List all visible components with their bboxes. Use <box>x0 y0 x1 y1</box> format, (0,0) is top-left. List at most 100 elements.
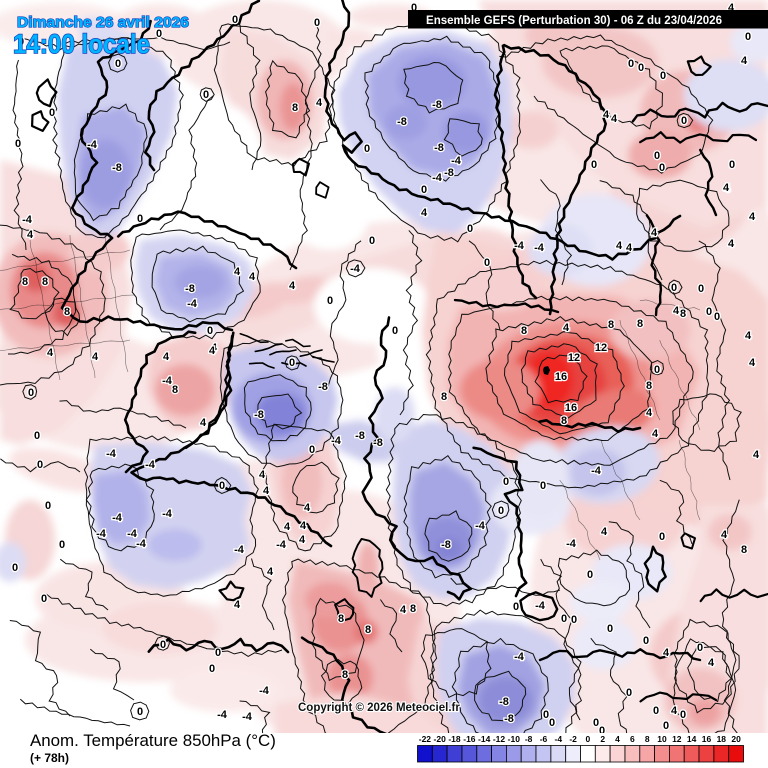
svg-text:(+ 78h): (+ 78h) <box>30 751 69 765</box>
svg-text:4: 4 <box>209 345 216 357</box>
svg-text:0: 0 <box>484 257 490 269</box>
svg-text:8: 8 <box>637 318 643 330</box>
svg-text:0: 0 <box>411 2 417 14</box>
svg-text:0: 0 <box>659 162 665 174</box>
svg-text:8: 8 <box>680 308 686 320</box>
svg-text:0: 0 <box>309 444 315 456</box>
svg-text:8: 8 <box>410 603 416 615</box>
svg-text:4: 4 <box>304 502 311 514</box>
svg-text:0: 0 <box>467 223 473 235</box>
svg-text:10: 10 <box>657 734 667 744</box>
svg-text:4: 4 <box>289 280 296 292</box>
svg-text:-8: -8 <box>434 142 444 154</box>
svg-text:4: 4 <box>651 227 658 239</box>
svg-text:-2: -2 <box>569 734 577 744</box>
svg-text:20: 20 <box>731 734 741 744</box>
svg-text:4: 4 <box>267 566 274 578</box>
svg-text:8: 8 <box>172 384 178 396</box>
svg-text:0: 0 <box>607 623 613 635</box>
svg-text:0: 0 <box>663 720 669 732</box>
svg-text:-4: -4 <box>234 544 245 556</box>
svg-text:-4: -4 <box>432 172 443 184</box>
svg-text:-4: -4 <box>534 242 545 254</box>
svg-text:8: 8 <box>645 734 650 744</box>
svg-text:8: 8 <box>608 319 614 331</box>
svg-text:0: 0 <box>591 159 597 171</box>
svg-text:0: 0 <box>45 500 51 512</box>
svg-text:-4: -4 <box>22 214 33 226</box>
svg-text:0: 0 <box>28 387 34 399</box>
svg-text:-4: -4 <box>555 734 563 744</box>
svg-text:4: 4 <box>652 428 659 440</box>
svg-text:0: 0 <box>156 28 162 40</box>
svg-text:0: 0 <box>698 283 704 295</box>
svg-text:-4: -4 <box>451 155 462 167</box>
svg-text:0: 0 <box>654 364 660 376</box>
svg-text:4: 4 <box>263 485 270 497</box>
svg-text:0: 0 <box>697 642 703 654</box>
svg-text:0: 0 <box>643 635 649 647</box>
svg-text:0: 0 <box>680 709 686 721</box>
svg-text:4: 4 <box>611 113 618 125</box>
svg-text:0: 0 <box>232 14 238 26</box>
svg-text:4: 4 <box>92 351 99 363</box>
svg-text:0: 0 <box>392 325 398 337</box>
svg-text:4: 4 <box>163 351 170 363</box>
svg-text:8: 8 <box>64 306 70 318</box>
svg-text:4: 4 <box>200 417 207 429</box>
svg-text:0: 0 <box>421 184 427 196</box>
svg-text:0: 0 <box>599 725 605 737</box>
svg-text:8: 8 <box>42 276 48 288</box>
svg-text:8: 8 <box>441 391 447 403</box>
svg-text:-8: -8 <box>444 167 454 179</box>
svg-text:0: 0 <box>549 717 555 729</box>
svg-text:4: 4 <box>47 347 54 359</box>
svg-text:0: 0 <box>498 505 504 517</box>
svg-text:-8: -8 <box>397 116 407 128</box>
svg-text:4: 4 <box>603 109 610 121</box>
svg-text:8: 8 <box>365 624 371 636</box>
svg-text:-4: -4 <box>127 528 138 540</box>
svg-text:0: 0 <box>41 593 47 605</box>
svg-text:0: 0 <box>219 480 225 492</box>
svg-text:8: 8 <box>521 325 527 337</box>
svg-text:0: 0 <box>593 717 599 729</box>
svg-text:8: 8 <box>338 613 344 625</box>
svg-text:-8: -8 <box>504 713 514 725</box>
svg-text:4: 4 <box>708 657 715 669</box>
svg-text:8: 8 <box>741 544 747 556</box>
svg-text:-12: -12 <box>493 734 506 744</box>
svg-text:-4: -4 <box>162 508 173 520</box>
svg-text:4: 4 <box>721 529 728 541</box>
svg-text:-4: -4 <box>276 539 287 551</box>
svg-text:0: 0 <box>628 58 634 70</box>
svg-text:0: 0 <box>59 539 65 551</box>
svg-text:14:00 locale: 14:00 locale <box>13 29 150 59</box>
svg-text:0: 0 <box>215 647 221 659</box>
svg-text:16: 16 <box>555 371 567 383</box>
svg-text:4: 4 <box>723 182 730 194</box>
svg-text:-4: -4 <box>106 448 117 460</box>
svg-text:4: 4 <box>284 521 291 533</box>
svg-text:4: 4 <box>749 357 756 369</box>
svg-text:8: 8 <box>292 102 298 114</box>
svg-text:16: 16 <box>565 402 577 414</box>
svg-text:0: 0 <box>681 115 687 127</box>
svg-text:4: 4 <box>745 330 752 342</box>
svg-text:0: 0 <box>160 639 166 651</box>
svg-text:0: 0 <box>503 476 509 488</box>
svg-text:18: 18 <box>717 734 727 744</box>
svg-text:4: 4 <box>249 271 256 283</box>
svg-text:4: 4 <box>749 211 756 223</box>
svg-text:-4: -4 <box>136 538 147 550</box>
svg-text:0: 0 <box>745 31 751 43</box>
svg-text:4: 4 <box>616 240 623 252</box>
svg-text:0: 0 <box>34 430 40 442</box>
svg-text:0: 0 <box>289 357 295 369</box>
svg-text:0: 0 <box>49 107 55 119</box>
svg-text:0: 0 <box>543 709 549 721</box>
svg-text:0: 0 <box>207 325 213 337</box>
svg-text:-4: -4 <box>145 459 156 471</box>
svg-text:8: 8 <box>22 276 28 288</box>
svg-text:16: 16 <box>702 734 712 744</box>
